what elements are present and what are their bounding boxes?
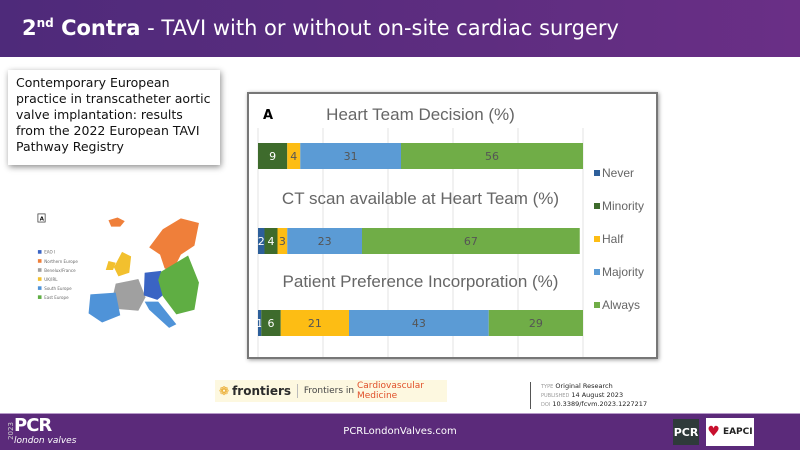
europe-map: A EAO I Northern Europe Benelux/France UK/I… bbox=[37, 213, 199, 328]
panel-title: Patient Preference Incorporation (%) bbox=[283, 272, 559, 291]
reference-box: Contemporary European practice in transc… bbox=[8, 70, 220, 165]
data-label: 2 bbox=[258, 235, 265, 248]
legend-swatch bbox=[594, 269, 600, 275]
bar-segment-majority bbox=[349, 310, 489, 336]
legend-label: Always bbox=[602, 298, 640, 312]
region-iceland bbox=[108, 217, 125, 227]
bar-segment-always bbox=[401, 143, 583, 169]
doi: 10.3389/fcvm.2023.1227217 bbox=[552, 400, 648, 408]
map-legend-label: South Europe bbox=[44, 286, 72, 291]
bar-segment-always bbox=[362, 228, 580, 254]
bar-segment-half bbox=[287, 143, 301, 169]
legend-label: Never bbox=[602, 166, 634, 180]
map-legend-label: UK/IRL bbox=[44, 277, 58, 282]
eapci-text: EAPCI bbox=[722, 427, 753, 437]
data-label: 56 bbox=[485, 150, 499, 163]
title-sup: nd bbox=[36, 16, 54, 30]
legend-swatch bbox=[594, 170, 600, 176]
data-label: 31 bbox=[344, 150, 358, 163]
bar-segment-half bbox=[280, 310, 349, 336]
map-panel-label: A bbox=[40, 217, 45, 223]
chart-panel-label: A bbox=[263, 108, 273, 123]
data-label: 3 bbox=[279, 235, 286, 248]
panel-title: Heart Team Decision (%) bbox=[326, 105, 515, 124]
data-label: 9 bbox=[269, 150, 276, 163]
pcr-logo: PCR bbox=[673, 419, 699, 445]
doi-key: DOI bbox=[541, 402, 551, 408]
chart-panel: A Heart Team Decision (%) 9 4 31 56 CT scan a… bbox=[247, 92, 658, 359]
map-legend-label: Benelux/France bbox=[44, 268, 76, 273]
data-label: 23 bbox=[318, 235, 332, 248]
bar-segment-half bbox=[277, 228, 288, 254]
article-meta: TYPE Original Research PUBLISHED 14 Augu… bbox=[530, 382, 647, 409]
legend-label: Majority bbox=[602, 265, 644, 279]
reference-text: Contemporary European practice in transc… bbox=[16, 75, 211, 154]
region-northern-europe bbox=[149, 218, 199, 273]
divider bbox=[297, 384, 298, 398]
map-legend-label: East Europe bbox=[44, 295, 69, 300]
data-label: 43 bbox=[412, 317, 426, 330]
region-east-europe bbox=[158, 255, 199, 315]
data-label: 21 bbox=[308, 317, 322, 330]
bar-segment-never bbox=[258, 310, 262, 336]
bar-segment-minority bbox=[264, 228, 278, 254]
logo-sub: london valves bbox=[14, 436, 77, 446]
map-panel-box bbox=[37, 213, 46, 223]
data-label: 29 bbox=[529, 317, 543, 330]
title-bold: Contra bbox=[53, 16, 141, 40]
map-legend-swatch bbox=[37, 277, 42, 281]
site-url[interactable]: PCRLondonValves.com bbox=[343, 426, 457, 437]
bar-segment-always bbox=[488, 310, 583, 336]
slide-title: 2nd Contra - TAVI with or without on-sit… bbox=[22, 16, 619, 40]
bar-segment-majority bbox=[287, 228, 362, 254]
panel-title: CT scan available at Heart Team (%) bbox=[282, 189, 559, 208]
journal-banner: ❁ frontiers Frontiers in Cardiovascular … bbox=[215, 380, 447, 402]
logo-brand: PCR bbox=[14, 415, 52, 436]
heart-icon: ♥ bbox=[707, 424, 720, 440]
map-legend-swatch bbox=[37, 286, 42, 290]
data-label: 1 bbox=[256, 317, 263, 330]
data-label: 4 bbox=[268, 235, 275, 248]
region-uk-irl bbox=[105, 251, 132, 277]
bar-segment-minority bbox=[258, 143, 288, 169]
map-legend-swatch bbox=[37, 250, 42, 254]
title-number: 2 bbox=[22, 16, 37, 40]
legend-label: Half bbox=[602, 232, 624, 246]
article-type: Original Research bbox=[555, 382, 613, 390]
data-label: 6 bbox=[268, 317, 275, 330]
published-key: PUBLISHED bbox=[541, 393, 570, 399]
bar-segment-majority bbox=[300, 143, 401, 169]
journal-name-prefix: Frontiers in bbox=[303, 386, 357, 396]
journal-name-highlight: Cardiovascular Medicine bbox=[356, 381, 424, 401]
bar-segment-never bbox=[258, 228, 265, 254]
title-rest: - TAVI with or without on-site cardiac s… bbox=[140, 16, 619, 40]
region-benelux-france bbox=[113, 279, 146, 311]
footer: 2023 PCR london valves PCRLondonValves.c… bbox=[0, 413, 800, 450]
legend-label: Minority bbox=[602, 199, 644, 213]
published-date: 14 August 2023 bbox=[571, 391, 624, 399]
map-legend-swatch bbox=[37, 268, 42, 272]
bar-segment-minority bbox=[261, 310, 281, 336]
map-legend-label: Northern Europe bbox=[44, 259, 78, 264]
title-bar: 2nd Contra - TAVI with or without on-sit… bbox=[0, 0, 800, 57]
frontiers-logo: frontiers bbox=[232, 384, 292, 398]
eapci-logo: ♥ EAPCI bbox=[706, 418, 754, 446]
map-legend-swatch bbox=[37, 295, 42, 299]
data-label: 67 bbox=[464, 235, 478, 248]
data-label: 4 bbox=[290, 150, 297, 163]
legend-swatch bbox=[594, 203, 600, 209]
legend-swatch bbox=[594, 236, 600, 242]
type-key: TYPE bbox=[541, 384, 554, 390]
legend-swatch bbox=[594, 302, 600, 308]
region-south-europe bbox=[88, 292, 177, 328]
map-legend-swatch bbox=[37, 259, 42, 263]
pcr-logo-text: PCR bbox=[673, 425, 699, 439]
map-legend-label: EAO I bbox=[44, 250, 55, 255]
frontiers-logo-icon: ❁ bbox=[219, 384, 230, 398]
